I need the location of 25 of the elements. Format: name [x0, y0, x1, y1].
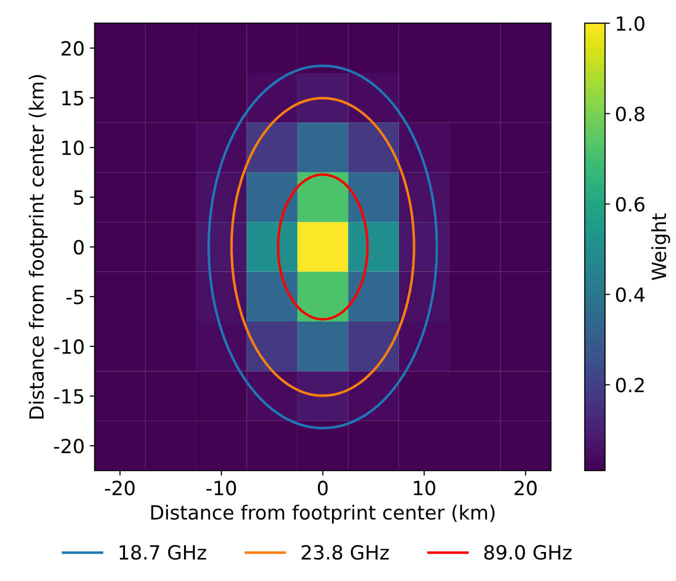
color-bar-title: Weight	[651, 214, 670, 280]
y-tick-label: 10	[62, 140, 84, 156]
y-tick-label: 20	[62, 41, 84, 56]
x-axis-title: Distance from footprint center (km)	[151, 504, 495, 524]
text: 18.7 GHz	[120, 545, 206, 560]
y-tick-label: 0	[74, 240, 84, 255]
y-axis-title: Distance from footprint center (km)	[28, 75, 48, 418]
color-bar-label: 0.4	[616, 287, 645, 302]
color-bar-label: 0.2	[616, 378, 644, 392]
x-tick-label: 0	[318, 480, 328, 496]
y-tick-label: 15	[62, 91, 84, 106]
y-tick-label: -15	[54, 389, 84, 404]
y-tick-label: -10	[54, 339, 84, 354]
color-bar-label: 0.8	[616, 106, 644, 122]
color-bar-label: 1.0	[616, 16, 644, 31]
text: 89.0 GHz	[484, 545, 572, 560]
x-tick-label: 20	[514, 480, 537, 496]
y-tick-label: 5	[74, 190, 84, 205]
y-tick-label: -5	[66, 290, 84, 304]
text: 23.8 GHz	[302, 545, 389, 560]
y-tick-label: -20	[54, 438, 84, 454]
x-tick-label: 10	[414, 480, 436, 496]
x-tick-label: -10	[206, 480, 236, 496]
x-tick-label: -20	[105, 480, 135, 496]
color-bar-label: 0.6	[616, 196, 644, 212]
